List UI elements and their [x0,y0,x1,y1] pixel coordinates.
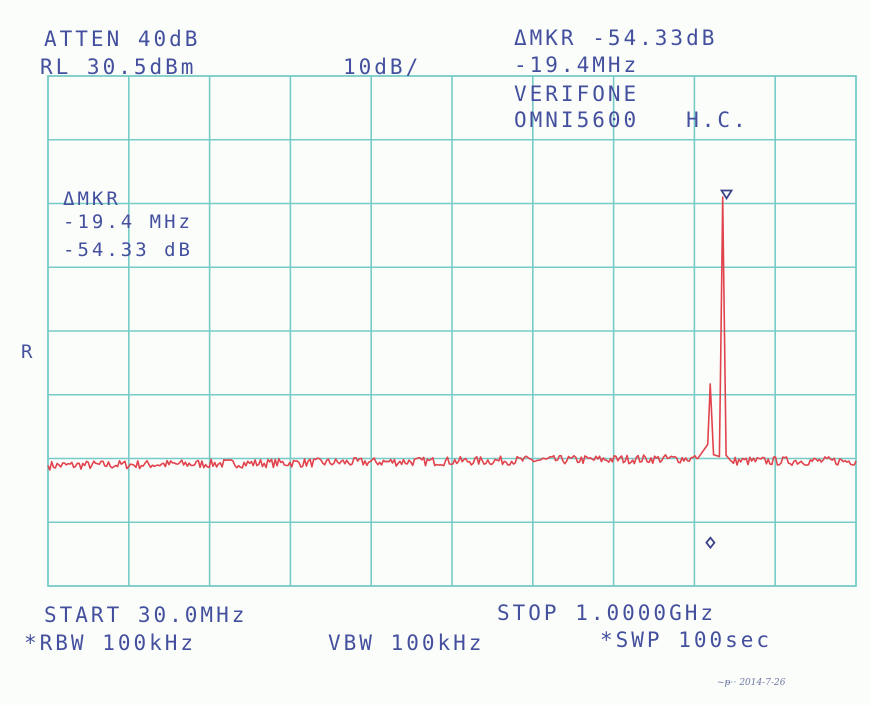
annotation-title: ΔMKR [63,188,121,210]
scale-label: 10dB/ [343,55,422,79]
handwritten-signature: ~ᵽ⋅⋅ 2014-7-26 [717,678,786,688]
delta-freq-label: -19.4MHz [514,53,640,77]
device-model-label: OMNI5600 H.C. [514,108,749,132]
marker-layer [705,189,734,550]
ref-level-label: RL 30.5dBm [40,55,197,79]
vbw-label: VBW 100kHz [328,631,485,655]
start-freq-label: START 30.0MHz [44,603,248,627]
stop-freq-label: STOP 1.0000GHz [497,601,717,625]
annotation-freq: -19.4 MHz [63,211,193,233]
annotation-level: -54.33 dB [63,239,193,261]
graticule [48,76,856,586]
spectrum-trace [47,196,857,471]
plot-frame [47,75,857,587]
reference-marker-icon [719,189,734,201]
rbw-label: *RBW 100kHz [24,631,197,655]
atten-label: ATTEN 40dB [44,27,201,51]
side-r-label: R [21,341,36,363]
delta-marker-icon [705,536,716,550]
trace-layer [47,196,857,471]
sweep-label: *SWP 100sec [600,628,773,652]
device-name-label: VERIFONE [514,82,640,106]
delta-marker-label: ΔMKR -54.33dB [514,26,718,50]
